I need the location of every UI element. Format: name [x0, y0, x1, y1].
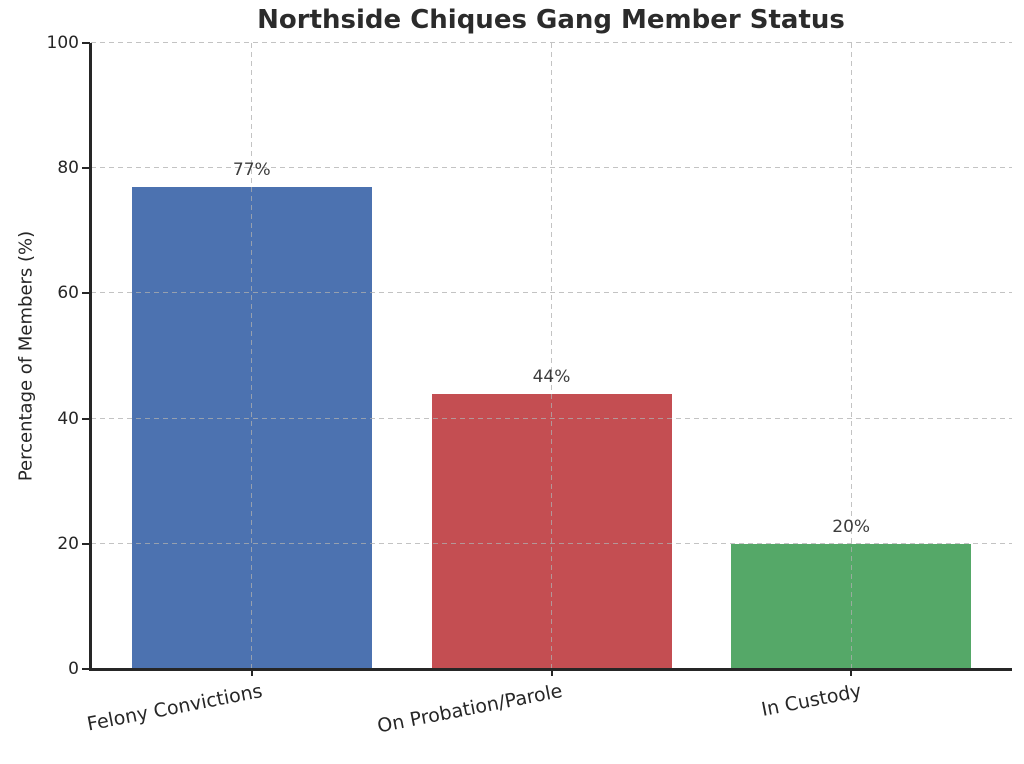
left-spine	[89, 43, 92, 671]
y-tick-label: 0	[68, 659, 79, 679]
y-tick-mark	[82, 668, 90, 670]
bar-value-label: 20%	[832, 516, 871, 537]
gridline-vertical	[850, 43, 852, 669]
gridline-horizontal	[91, 42, 1012, 43]
x-tick-mark	[550, 669, 553, 676]
y-tick-mark	[82, 542, 90, 545]
gridline-vertical	[551, 43, 552, 669]
y-tick-mark	[82, 417, 90, 420]
x-tick-label: Felony Convictions	[85, 680, 265, 736]
y-tick-label: 100	[46, 33, 79, 53]
bar-value-label: 77%	[232, 159, 271, 180]
plot-area: 77% 44% 20%	[91, 42, 1012, 669]
gridline-vertical	[251, 43, 253, 669]
y-tick-mark	[82, 42, 90, 44]
y-tick-label: 40	[57, 408, 79, 429]
y-tick-label: 20	[57, 533, 79, 554]
x-tick-mark	[850, 669, 853, 676]
y-tick-label: 80	[57, 158, 79, 179]
y-tick-label: 60	[57, 283, 79, 304]
x-tick-label: In Custody	[759, 680, 864, 721]
chart-title: Northside Chiques Gang Member Status	[257, 5, 845, 35]
y-tick-mark	[82, 292, 90, 295]
x-tick-mark	[250, 669, 253, 676]
y-axis-label: Percentage of Members (%)	[15, 230, 37, 482]
y-tick-mark	[82, 167, 90, 170]
bar-value-label: 44%	[532, 366, 571, 387]
x-tick-label: On Probation/Parole	[375, 680, 564, 738]
